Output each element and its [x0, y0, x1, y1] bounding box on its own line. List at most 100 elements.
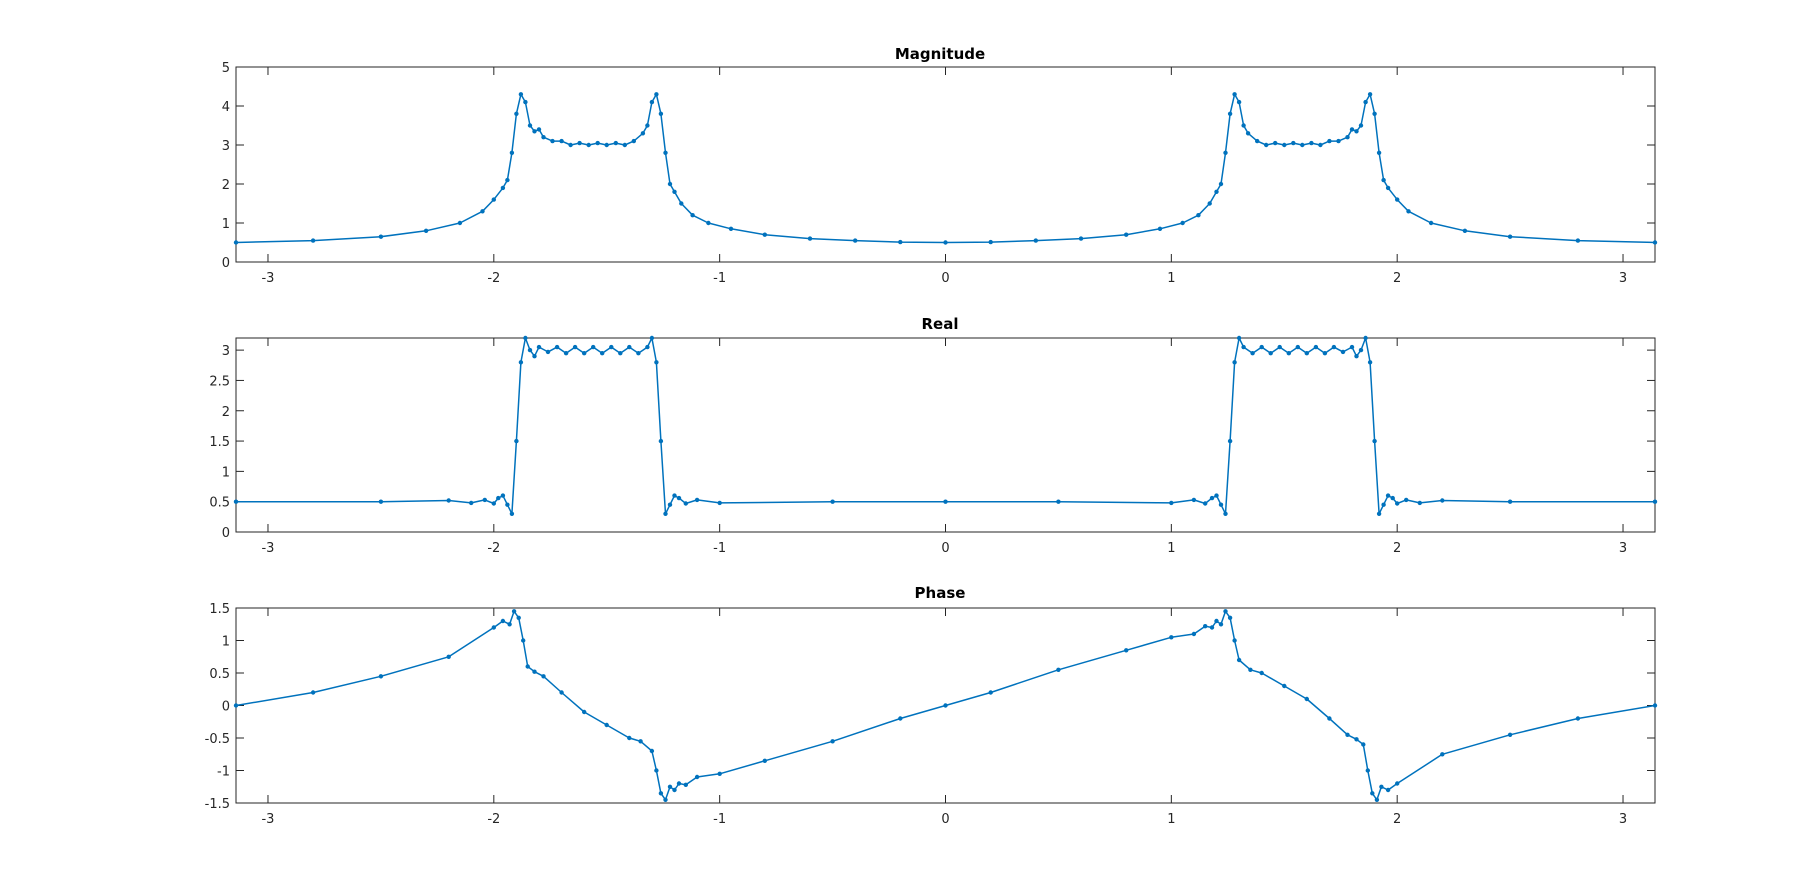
real-data-point	[1652, 499, 1658, 504]
phase-ytick-label: 0	[222, 700, 230, 715]
magnitude-data-point	[645, 123, 650, 128]
magnitude-data-point	[1218, 181, 1224, 187]
phase-xtick-label: 3	[1619, 812, 1627, 827]
real-data-point	[1507, 499, 1513, 504]
magnitude-data-point	[658, 111, 664, 117]
real-data-point	[658, 438, 664, 444]
real-data-point	[536, 344, 542, 350]
real-ytick-label: 1	[222, 465, 230, 480]
magnitude-data-point	[622, 142, 627, 148]
magnitude-data-point	[604, 142, 609, 148]
real-xtick-label: -2	[487, 541, 500, 556]
phase-data-point	[654, 768, 659, 773]
magnitude-xtick-label: -3	[261, 271, 274, 286]
real-data-point	[672, 493, 677, 498]
magnitude-data-point	[1349, 127, 1355, 132]
phase-data-point	[1385, 787, 1391, 793]
real-data-point	[1358, 347, 1364, 353]
magnitude-data-point	[1236, 99, 1242, 105]
magnitude-data-point	[1255, 138, 1260, 144]
real-data-point	[649, 335, 655, 341]
magnitude-data-point	[1385, 185, 1391, 191]
phase-data-point	[532, 669, 537, 674]
real-xtick-label: 0	[941, 541, 949, 556]
phase-ytick-label: -1	[217, 765, 230, 780]
magnitude-data-point	[523, 99, 528, 105]
real-data-point	[563, 351, 569, 356]
real-data-point	[1268, 351, 1273, 356]
magnitude-data-point	[423, 228, 429, 233]
real-data-point	[1304, 351, 1310, 356]
magnitude-data-point	[988, 239, 993, 245]
magnitude-data-point	[631, 138, 636, 144]
magnitude-data-point	[1395, 197, 1400, 202]
real-data-point	[582, 351, 587, 356]
magnitude-data-point	[613, 140, 618, 146]
magnitude-data-point	[1327, 138, 1332, 144]
phase-data-point	[676, 781, 682, 786]
magnitude-data-point	[1245, 131, 1251, 136]
real-data-point	[600, 351, 605, 356]
magnitude-data-point	[1354, 129, 1359, 134]
phase-xtick-label: 0	[941, 812, 949, 827]
real-data-point	[527, 347, 533, 353]
real-data-point	[1056, 499, 1061, 504]
phase-data-point	[1223, 609, 1228, 614]
phase-data-point	[1507, 732, 1513, 737]
magnitude-data-point	[1033, 238, 1039, 243]
magnitude-xtick-label: 3	[1619, 271, 1627, 286]
phase-data-point	[1056, 667, 1061, 672]
magnitude-data-point	[1124, 232, 1129, 237]
real-data-point	[636, 351, 641, 356]
phase-data-point	[500, 618, 506, 624]
real-data-point	[482, 497, 487, 503]
magnitude-data-point	[898, 239, 903, 245]
phase-data-point	[1203, 624, 1208, 629]
phase-xtick-label: 2	[1393, 812, 1401, 827]
magnitude-data-point	[807, 236, 813, 241]
real-data-point	[1286, 351, 1292, 356]
real-data-point	[554, 344, 560, 350]
magnitude-data-point	[1273, 140, 1278, 146]
real-data-point	[654, 360, 659, 365]
magnitude-data-point	[1232, 92, 1237, 97]
phase-data-point	[559, 690, 564, 695]
magnitude-data-point	[550, 138, 555, 144]
phase-data-point	[582, 709, 587, 715]
phase-data-point	[898, 716, 903, 721]
phase-data-point	[717, 771, 722, 776]
real-data-point	[1250, 351, 1255, 356]
real-data-point	[591, 344, 596, 350]
real-data-point	[1241, 344, 1246, 350]
magnitude-data-point	[1345, 135, 1350, 140]
magnitude-data-point	[1358, 123, 1364, 128]
magnitude-data-point	[672, 189, 677, 194]
phase-data-point	[233, 703, 239, 708]
phase-data-point	[541, 674, 546, 679]
phase-data-point	[1652, 703, 1658, 708]
real-data-point	[1395, 501, 1400, 506]
real-data-point	[717, 500, 722, 506]
magnitude-data-point	[667, 181, 673, 187]
phase-data-point	[1236, 657, 1242, 663]
magnitude-data-point	[1406, 209, 1411, 214]
magnitude-data-point	[1282, 142, 1287, 148]
phase-data-point	[683, 782, 688, 787]
phase-data-point	[1361, 742, 1366, 747]
phase-data-point	[1232, 638, 1237, 643]
real-data-point	[1218, 502, 1224, 507]
phase-data-point	[1169, 635, 1174, 640]
phase-xtick-label: -2	[487, 812, 500, 827]
magnitude-data-point	[527, 123, 533, 128]
phase-data-point	[1379, 784, 1384, 789]
magnitude-data-point	[1462, 228, 1468, 233]
real-xtick-label: 2	[1393, 541, 1401, 556]
real-data-point	[1209, 495, 1215, 501]
magnitude-xtick-label: 0	[941, 271, 949, 286]
real-data-point	[509, 511, 515, 516]
real-data-point	[378, 499, 384, 504]
phase-data-point	[638, 739, 643, 744]
phase-data-point	[378, 674, 384, 679]
real-data-point	[491, 501, 496, 506]
